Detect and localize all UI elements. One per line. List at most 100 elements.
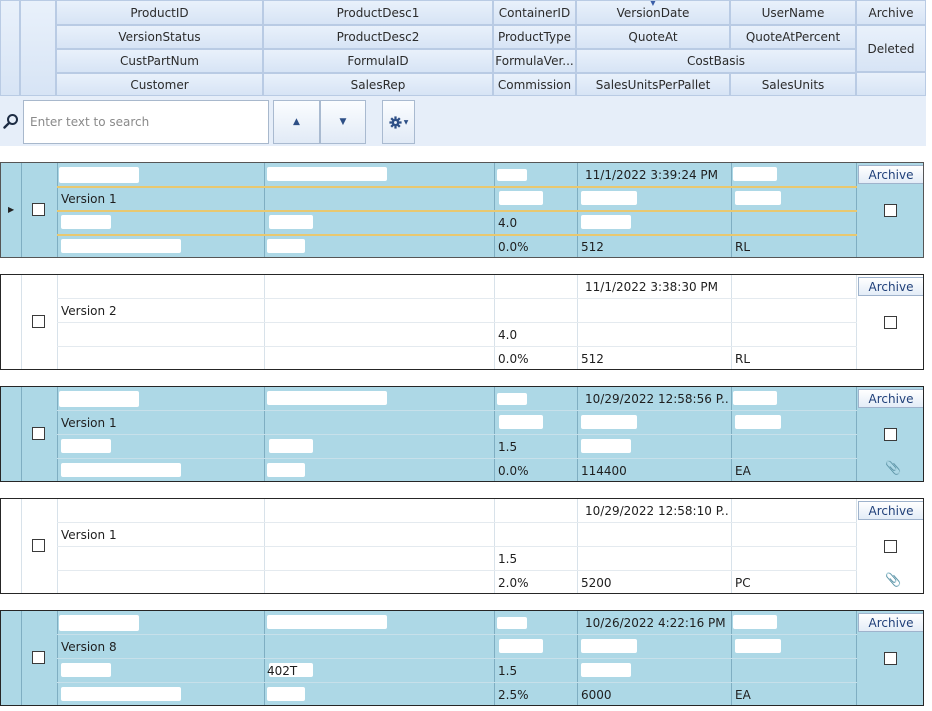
column-header-quoteatpercent[interactable]: QuoteAtPercent [730,25,856,49]
column-header-versionstatus[interactable]: VersionStatus [56,25,263,49]
commission-cell: 2.5% [498,688,529,702]
attachment-paperclip-icon[interactable]: 📎 [885,461,902,476]
grid-row-divider [57,210,857,212]
column-header-producttype[interactable]: ProductType [493,25,576,49]
version-date-cell: 10/26/2022 4:22:16 PM [585,616,726,630]
redacted-value [733,615,777,629]
column-header-username[interactable]: UserName [730,0,856,25]
redacted-value [267,615,387,629]
deleted-checkbox[interactable] [884,428,897,441]
redacted-value [581,215,631,229]
redacted-value [61,215,111,229]
column-header-versiondate[interactable]: ▼ VersionDate [576,0,730,25]
column-header-costbasis[interactable]: CostBasis [576,49,856,73]
redacted-value [581,663,631,677]
redacted-value [61,687,181,701]
commission-cell: 0.0% [498,464,529,478]
column-header-empty [856,72,926,96]
redacted-value [59,167,139,183]
redacted-value [61,463,181,477]
redacted-value [59,615,139,631]
deleted-checkbox[interactable] [884,204,897,217]
grid-row-divider [57,658,857,659]
row-select-checkbox[interactable] [32,203,45,216]
record-card[interactable]: 10/26/2022 4:22:16 PM Version 8 402T 1.5 2.5… [0,610,924,706]
grid-row-divider [57,434,857,435]
column-header-salesunits[interactable]: SalesUnits [730,73,856,96]
grid-row-divider [57,682,857,683]
version-date-cell: 10/29/2022 12:58:56 P... [585,392,729,406]
column-header-productdesc1[interactable]: ProductDesc1 [263,0,493,25]
column-header-salesrep[interactable]: SalesRep [263,73,493,96]
column-header-productid[interactable]: ProductID [56,0,263,25]
attachment-paperclip-icon[interactable]: 📎 [885,573,902,588]
find-previous-button[interactable]: ▲ [273,100,320,144]
find-next-button[interactable]: ▼ [320,100,366,144]
version-date-cell: 11/1/2022 3:38:30 PM [585,280,719,294]
formula-ver-cell: 1.5 [498,440,518,454]
column-header-quoteat[interactable]: QuoteAt [576,25,730,49]
redacted-value [581,415,637,429]
record-card[interactable]: ▶ 11/1/2022 3:39:24 PM Version 1 4.0 0.0% 512… [0,162,924,258]
sales-units-per-pallet-cell: 512 [581,352,604,366]
grid-row-divider [57,634,857,635]
column-header-containerid[interactable]: ContainerID [493,0,576,25]
archive-button[interactable]: Archive [858,613,923,632]
triangle-up-icon: ▲ [293,117,300,127]
grid-column-divider [21,499,22,593]
sales-units-cell: PC [735,576,751,590]
grid-column-divider [21,611,22,705]
redacted-value [499,639,543,653]
column-header-salesunitsperpallet[interactable]: SalesUnitsPerPallet [576,73,730,96]
column-header-customer[interactable]: Customer [56,73,263,96]
archive-button[interactable]: Archive [858,277,923,296]
grid-column-divider [21,163,22,257]
grid-row-divider [57,458,857,459]
sales-units-per-pallet-cell: 512 [581,240,604,254]
archive-button[interactable]: Archive [858,501,923,520]
version-status-cell: Version 1 [61,192,117,206]
column-header-archive[interactable]: Archive [856,0,926,25]
row-select-checkbox[interactable] [32,427,45,440]
sales-units-cell: EA [735,688,751,702]
column-header-productdesc2[interactable]: ProductDesc2 [263,25,493,49]
grid-row-divider [57,186,857,188]
row-select-checkbox[interactable] [32,651,45,664]
redacted-value [497,169,527,181]
redacted-value [497,617,527,629]
record-card[interactable]: 10/29/2022 12:58:56 P... Version 1 1.5 0.0%… [0,386,924,482]
settings-dropdown-button[interactable]: ▼ [382,100,415,144]
record-card[interactable]: 11/1/2022 3:38:30 PM Version 2 4.0 0.0% 512 R… [0,274,924,370]
redacted-value [267,167,387,181]
column-header-formulaver[interactable]: FormulaVer... [493,49,576,73]
deleted-checkbox[interactable] [884,540,897,553]
redacted-value [581,639,637,653]
row-select-checkbox[interactable] [32,539,45,552]
column-header-deleted[interactable]: Deleted [856,25,926,72]
archive-button[interactable]: Archive [858,165,923,184]
formula-ver-cell: 4.0 [498,216,518,230]
redacted-value [497,393,527,405]
commission-cell: 0.0% [498,352,529,366]
dropdown-arrow-icon: ▼ [403,118,409,126]
column-header-custpartnum[interactable]: CustPartNum [56,49,263,73]
deleted-checkbox[interactable] [884,316,897,329]
search-icon[interactable] [3,113,19,129]
formula-ver-cell: 4.0 [498,328,518,342]
deleted-checkbox[interactable] [884,652,897,665]
grid-column-divider [21,275,22,369]
column-header-formulaid[interactable]: FormulaID [263,49,493,73]
column-header-versiondate-label: VersionDate [616,5,690,20]
formula-ver-cell: 1.5 [498,552,518,566]
grid-row-divider [57,546,857,547]
redacted-value [61,439,111,453]
column-header-commission[interactable]: Commission [493,73,576,96]
formula-id-cell: 402T [267,664,298,678]
sales-units-per-pallet-cell: 6000 [581,688,612,702]
search-input[interactable] [23,100,269,144]
version-date-cell: 10/29/2022 12:58:10 P... [585,504,729,518]
archive-button[interactable]: Archive [858,389,923,408]
row-select-checkbox[interactable] [32,315,45,328]
record-card[interactable]: 10/29/2022 12:58:10 P... Version 1 1.5 2.0%… [0,498,924,594]
redacted-value [269,215,313,229]
